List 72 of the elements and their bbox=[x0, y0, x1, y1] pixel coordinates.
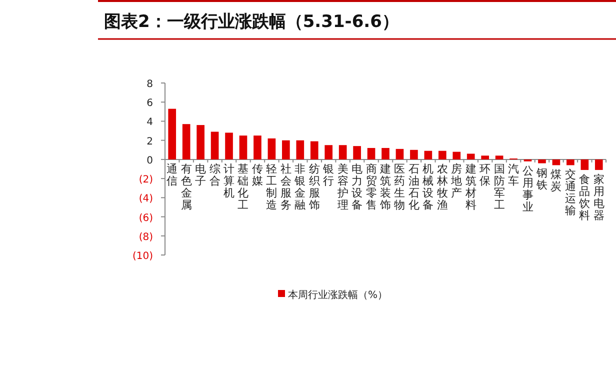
bar bbox=[466, 154, 475, 160]
bar bbox=[296, 140, 304, 160]
y-tick-label: (10) bbox=[132, 251, 154, 262]
x-tick-label: 国防军工 bbox=[494, 162, 505, 212]
x-tick-label: 汽车 bbox=[508, 162, 520, 188]
bar bbox=[196, 125, 204, 160]
bar bbox=[182, 124, 190, 160]
bar bbox=[225, 132, 233, 160]
x-tick-label: 计算机 bbox=[224, 162, 235, 200]
y-tick-label: 0 bbox=[146, 155, 153, 166]
bar bbox=[268, 138, 276, 160]
x-tick-label: 美容护理 bbox=[336, 162, 348, 212]
y-tick-label: 8 bbox=[146, 79, 153, 90]
bar bbox=[552, 159, 560, 166]
x-tick-label: 公用事业 bbox=[522, 164, 534, 214]
x-tick-label: 传媒 bbox=[252, 162, 263, 188]
x-tick-label: 房地产 bbox=[450, 162, 462, 200]
bar bbox=[282, 140, 290, 160]
bar bbox=[338, 145, 347, 160]
x-tick-label: 轻工制造 bbox=[266, 162, 278, 212]
x-tick-label: 电子 bbox=[195, 162, 206, 188]
x-tick-label: 有色金属 bbox=[180, 162, 192, 212]
bar bbox=[495, 156, 504, 160]
bar bbox=[353, 146, 361, 160]
bar bbox=[594, 159, 603, 170]
x-tick-label: 非银金融 bbox=[294, 162, 306, 212]
x-tick-label: 家用电器 bbox=[593, 172, 604, 222]
x-tick-label: 交通运输 bbox=[564, 168, 576, 218]
x-tick-label: 社会服务 bbox=[280, 162, 292, 212]
x-tick-label: 建筑材料 bbox=[464, 162, 476, 212]
bar bbox=[310, 141, 318, 160]
x-tick-label: 医药生物 bbox=[394, 162, 406, 212]
bar bbox=[396, 148, 404, 160]
bar bbox=[324, 145, 333, 160]
x-tick-label: 煤炭 bbox=[550, 168, 562, 194]
y-tick-label: 2 bbox=[146, 136, 153, 148]
x-tick-label: 石油石化 bbox=[408, 162, 420, 212]
x-tick-label: 商贸零售 bbox=[366, 162, 377, 212]
legend-label: 本周行业涨跌幅（%） bbox=[288, 289, 388, 301]
y-tick-label: (2) bbox=[138, 174, 154, 186]
bar bbox=[438, 150, 446, 160]
bar bbox=[382, 148, 390, 160]
y-tick-label: (8) bbox=[138, 232, 154, 243]
y-tick-label: 6 bbox=[146, 98, 153, 110]
bar bbox=[452, 152, 461, 160]
y-tick-label: 4 bbox=[146, 117, 153, 128]
x-tick-label: 通信 bbox=[166, 162, 178, 188]
x-tick-label: 机械设备 bbox=[422, 162, 434, 212]
bar bbox=[481, 156, 489, 160]
x-tick-label: 建筑装饰 bbox=[379, 162, 391, 212]
bar bbox=[566, 159, 574, 166]
x-tick-label: 钢铁 bbox=[535, 166, 548, 192]
bar bbox=[367, 148, 376, 160]
x-tick-label: 综合 bbox=[209, 162, 220, 188]
x-tick-label: 纺织服饰 bbox=[308, 162, 320, 212]
x-tick-label: 农林牧渔 bbox=[436, 162, 448, 212]
bar bbox=[538, 159, 546, 164]
bar bbox=[239, 136, 248, 160]
bar bbox=[580, 159, 589, 170]
x-tick-label: 银行 bbox=[322, 162, 334, 188]
bar bbox=[210, 132, 219, 160]
x-tick-label: 环保 bbox=[480, 162, 491, 188]
y-tick-label: (6) bbox=[138, 212, 154, 224]
bar bbox=[254, 136, 262, 160]
bar bbox=[424, 150, 432, 160]
x-tick-label: 食品饮料 bbox=[578, 172, 590, 222]
chart-title: 图表2：一级行业涨跌幅（5.31-6.6） bbox=[104, 12, 399, 32]
x-tick-label: 电力设备 bbox=[352, 162, 363, 212]
bar bbox=[410, 150, 418, 160]
bar bbox=[168, 108, 176, 160]
x-tick-label: 基础化工 bbox=[236, 162, 249, 212]
y-tick-label: (4) bbox=[138, 194, 154, 205]
